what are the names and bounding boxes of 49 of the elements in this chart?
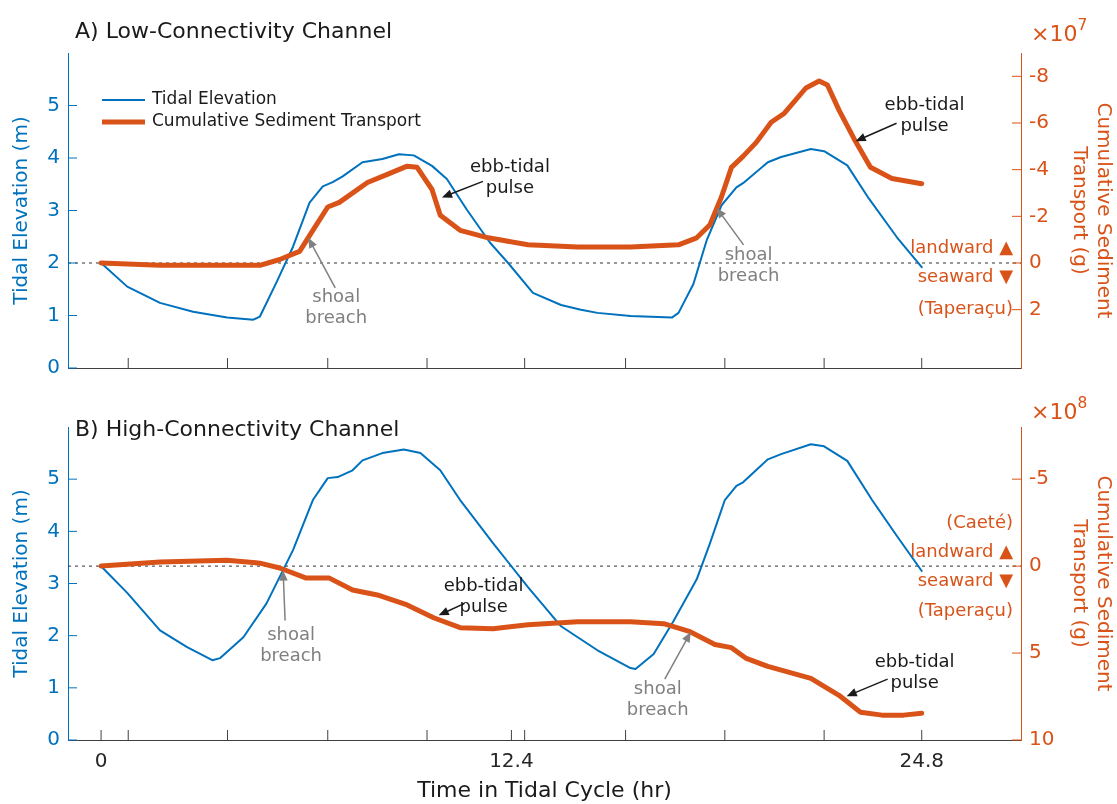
y-tick-label: 2	[47, 249, 60, 274]
annotation: shoal breach	[626, 677, 689, 720]
annotation: ebb-tidal pulse	[874, 650, 955, 693]
annotation: ebb-tidal pulse	[443, 574, 524, 617]
annotation: landward ▲	[910, 539, 1014, 561]
annotation: (Taperaçu)	[917, 598, 1013, 620]
y2-tick-label: -6	[1029, 109, 1049, 134]
annotation: landward ▲	[910, 235, 1014, 257]
y-tick-label: 4	[47, 144, 60, 169]
y2-tick-label: 2	[1029, 295, 1042, 320]
annotation: seaward ▼	[917, 568, 1014, 590]
y-tick-label: 3	[47, 196, 60, 221]
annotation: (Caeté)	[946, 510, 1014, 532]
y2-tick-label: 0	[1029, 552, 1042, 577]
y2-tick-label: 10	[1029, 726, 1055, 751]
y-tick-label: 3	[47, 569, 60, 594]
annotation: ebb-tidal pulse	[469, 154, 550, 197]
y2-axis-title: Cumulative Sediment Transport (g)	[1068, 102, 1117, 319]
annotation: ebb-tidal pulse	[884, 93, 965, 136]
y2-axis-title: Cumulative Sediment Transport (g)	[1068, 475, 1117, 692]
legend-label: Cumulative Sediment Transport	[152, 110, 422, 131]
y-tick-label: 4	[47, 517, 60, 542]
x-tick-label: 24.8	[899, 748, 944, 773]
y-tick-label: 0	[47, 354, 60, 379]
y-axis-title: Tidal Elevation (m)	[8, 116, 33, 306]
y2-tick-label: -8	[1029, 62, 1049, 87]
y-tick-label: 5	[47, 465, 60, 490]
chart-title: A) Low-Connectivity Channel	[75, 17, 393, 43]
legend-label: Tidal Elevation	[151, 88, 277, 109]
y2-tick-label: -4	[1029, 155, 1049, 180]
annotation: (Taperaçu)	[917, 296, 1013, 318]
chart-title: B) High-Connectivity Channel	[75, 415, 400, 441]
x-tick-label: 12.4	[489, 748, 534, 773]
y-tick-label: 5	[47, 91, 60, 116]
y-axis-title: Tidal Elevation (m)	[8, 489, 33, 679]
annotation: shoal breach	[260, 622, 323, 665]
annotation: shoal breach	[717, 243, 780, 286]
x-tick-label: 0	[94, 748, 108, 773]
annotation: seaward ▼	[917, 264, 1014, 286]
x-axis-title: Time in Tidal Cycle (hr)	[416, 776, 672, 802]
y-tick-label: 1	[47, 301, 60, 326]
annotation: shoal breach	[305, 284, 368, 327]
y2-tick-label: 5	[1029, 639, 1042, 664]
y-tick-label: 1	[47, 674, 60, 699]
y2-tick-label: -2	[1029, 202, 1049, 227]
y-tick-label: 0	[47, 726, 60, 751]
y2-tick-label: -5	[1029, 465, 1049, 490]
y-tick-label: 2	[47, 621, 60, 646]
y2-tick-label: 0	[1029, 249, 1042, 274]
